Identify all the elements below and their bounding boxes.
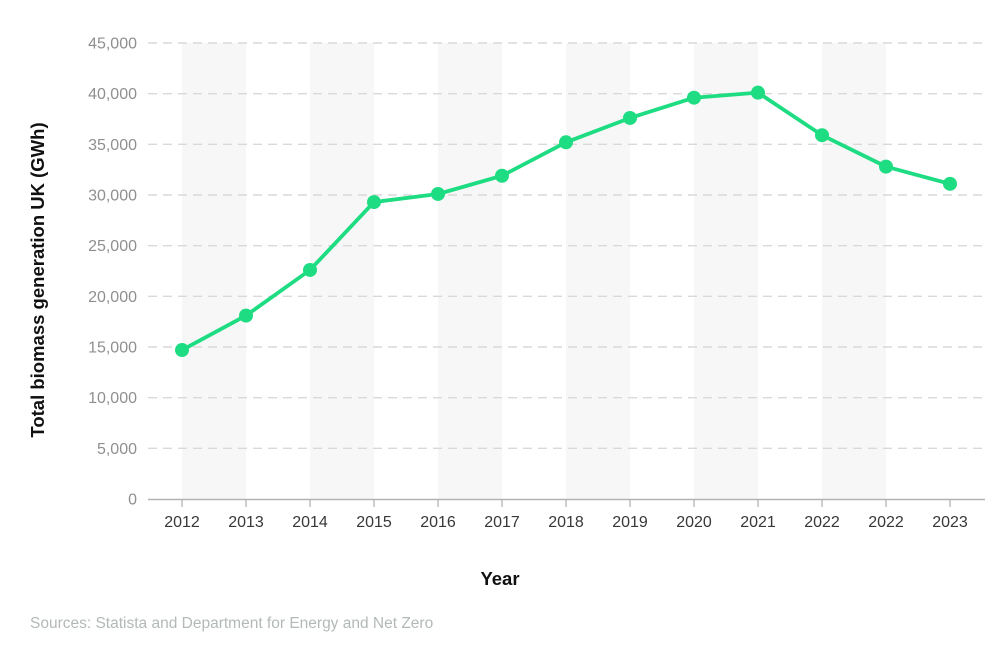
data-point bbox=[687, 90, 701, 105]
background-band bbox=[566, 43, 630, 499]
horizontal-gridlines bbox=[148, 42, 985, 450]
background-band bbox=[822, 43, 886, 499]
x-tick-label: 2017 bbox=[484, 514, 520, 531]
x-axis-title: Year bbox=[480, 568, 519, 589]
background-band bbox=[694, 43, 758, 499]
data-point bbox=[815, 128, 829, 143]
y-tick-label: 40,000 bbox=[88, 86, 137, 103]
x-tick-label: 2023 bbox=[932, 514, 968, 531]
y-tick-label: 5,000 bbox=[97, 441, 137, 458]
x-tick-label: 2018 bbox=[548, 514, 584, 531]
x-axis: 2012 2013 2014 2015 2016 2017 2018 2019 2020 2021… bbox=[148, 498, 985, 531]
plot-background-bands bbox=[182, 43, 886, 499]
data-point bbox=[303, 262, 317, 277]
x-tick-label: 2016 bbox=[420, 514, 456, 531]
data-point bbox=[175, 343, 189, 358]
data-point bbox=[751, 85, 765, 100]
y-tick-label: 10,000 bbox=[88, 390, 137, 407]
data-point bbox=[559, 135, 573, 150]
y-tick-label: 20,000 bbox=[88, 289, 137, 306]
background-band bbox=[438, 43, 502, 499]
x-tick-label: 2022 bbox=[804, 514, 840, 531]
y-axis-tick-labels: 0 5,000 10,000 15,000 20,000 25,000 30,000 35,0… bbox=[88, 36, 137, 509]
y-tick-label: 30,000 bbox=[88, 188, 137, 205]
y-axis-title: Total biomass generation UK (GWh) bbox=[27, 122, 48, 437]
data-point bbox=[879, 159, 893, 174]
sources-caption: Sources: Statista and Department for Ene… bbox=[30, 615, 433, 632]
x-tick-label: 2013 bbox=[228, 514, 264, 531]
data-point bbox=[431, 186, 445, 201]
data-series bbox=[175, 85, 957, 358]
background-band bbox=[310, 43, 374, 499]
y-tick-label: 0 bbox=[128, 492, 137, 509]
data-point bbox=[239, 308, 253, 323]
y-tick-label: 35,000 bbox=[88, 137, 137, 154]
x-tick-label: 2014 bbox=[292, 514, 328, 531]
y-tick-label: 15,000 bbox=[88, 340, 137, 357]
data-point bbox=[623, 110, 637, 125]
x-tick-label: 2019 bbox=[612, 514, 648, 531]
x-tick-label: 2015 bbox=[356, 514, 392, 531]
y-tick-label: 45,000 bbox=[88, 36, 137, 53]
data-point bbox=[943, 176, 957, 191]
data-point bbox=[495, 168, 509, 183]
x-tick-label: 2022 bbox=[868, 514, 904, 531]
y-tick-label: 25,000 bbox=[88, 238, 137, 255]
data-point bbox=[367, 195, 381, 210]
background-band bbox=[182, 43, 246, 499]
x-tick-label: 2020 bbox=[676, 514, 712, 531]
x-tick-label: 2012 bbox=[164, 514, 200, 531]
x-tick-label: 2021 bbox=[740, 514, 776, 531]
